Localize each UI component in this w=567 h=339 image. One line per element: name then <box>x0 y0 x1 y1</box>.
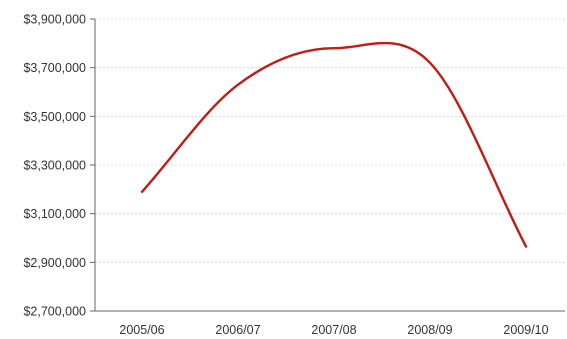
x-tick-label: 2008/09 <box>407 323 452 337</box>
x-tick-label: 2006/07 <box>215 323 260 337</box>
x-tick-labels: 2005/06 2006/07 2007/08 2008/09 2009/10 <box>119 323 548 337</box>
series-line <box>140 41 528 248</box>
x-tick-label: 2009/10 <box>503 323 548 337</box>
axes <box>90 18 565 312</box>
grid-lines <box>95 18 565 263</box>
y-tick-label: $3,100,000 <box>23 207 86 221</box>
y-tick-label: $2,900,000 <box>23 256 86 270</box>
y-tick-label: $3,500,000 <box>23 110 86 124</box>
series <box>140 41 528 248</box>
x-tick-label: 2007/08 <box>311 323 356 337</box>
y-tick-labels: $2,700,000 $2,900,000 $3,100,000 $3,300,000… <box>23 13 86 319</box>
x-tick-label: 2005/06 <box>119 323 164 337</box>
y-tick-label: $3,300,000 <box>23 159 86 173</box>
y-tick-label: $2,700,000 <box>23 305 86 319</box>
y-tick-label: $3,900,000 <box>23 13 86 27</box>
y-tick-label: $3,700,000 <box>23 61 86 75</box>
